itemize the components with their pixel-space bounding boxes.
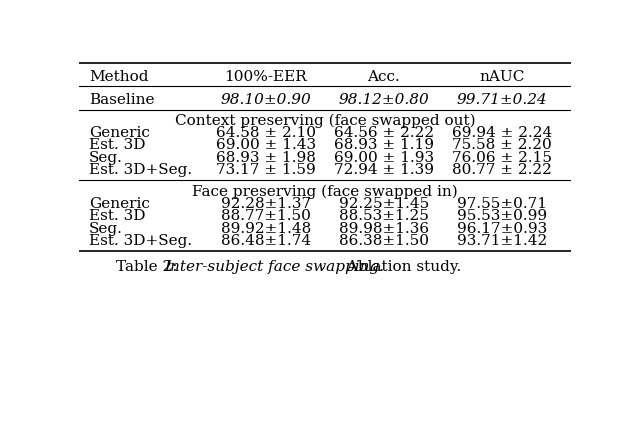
Text: Est. 3D+Seg.: Est. 3D+Seg. xyxy=(89,163,192,177)
Text: Seg.: Seg. xyxy=(89,221,123,236)
Text: 99.71±0.24: 99.71±0.24 xyxy=(456,92,547,106)
Text: 88.53±1.25: 88.53±1.25 xyxy=(339,209,429,223)
Text: 64.56 ± 2.22: 64.56 ± 2.22 xyxy=(334,126,434,140)
Text: 64.58 ± 2.10: 64.58 ± 2.10 xyxy=(216,126,316,140)
Text: 98.10±0.90: 98.10±0.90 xyxy=(221,92,311,106)
Text: Seg.: Seg. xyxy=(89,151,123,164)
Text: 93.71±1.42: 93.71±1.42 xyxy=(456,234,547,248)
Text: Face preserving (face swapped in): Face preserving (face swapped in) xyxy=(192,185,458,199)
Text: 100%-EER: 100%-EER xyxy=(224,70,307,84)
Text: Est. 3D: Est. 3D xyxy=(89,209,146,223)
Text: 89.98±1.36: 89.98±1.36 xyxy=(339,221,429,236)
Text: 86.38±1.50: 86.38±1.50 xyxy=(339,234,429,248)
Text: 68.93 ± 1.19: 68.93 ± 1.19 xyxy=(334,138,434,152)
Text: 89.92±1.48: 89.92±1.48 xyxy=(221,221,311,236)
Text: Table 2:: Table 2: xyxy=(116,260,183,273)
Text: Est. 3D+Seg.: Est. 3D+Seg. xyxy=(89,234,192,248)
Text: 92.28±1.37: 92.28±1.37 xyxy=(221,197,311,211)
Text: Context preserving (face swapped out): Context preserving (face swapped out) xyxy=(174,114,476,128)
Text: 69.00 ± 1.43: 69.00 ± 1.43 xyxy=(216,138,316,152)
Text: 76.06 ± 2.15: 76.06 ± 2.15 xyxy=(452,151,552,164)
Text: 95.53±0.99: 95.53±0.99 xyxy=(456,209,547,223)
Text: Baseline: Baseline xyxy=(89,92,155,106)
Text: Inter-subject face swapping.: Inter-subject face swapping. xyxy=(164,260,384,273)
Text: Acc.: Acc. xyxy=(368,70,400,84)
Text: 72.94 ± 1.39: 72.94 ± 1.39 xyxy=(334,163,434,177)
Text: Generic: Generic xyxy=(89,126,150,140)
Text: 86.48±1.74: 86.48±1.74 xyxy=(221,234,311,248)
Text: 96.17±0.93: 96.17±0.93 xyxy=(456,221,547,236)
Text: Est. 3D: Est. 3D xyxy=(89,138,146,152)
Text: 80.77 ± 2.22: 80.77 ± 2.22 xyxy=(452,163,552,177)
Text: 98.12±0.80: 98.12±0.80 xyxy=(339,92,429,106)
Text: 68.93 ± 1.98: 68.93 ± 1.98 xyxy=(216,151,316,164)
Text: Generic: Generic xyxy=(89,197,150,211)
Text: 75.58 ± 2.20: 75.58 ± 2.20 xyxy=(452,138,552,152)
Text: 97.55±0.71: 97.55±0.71 xyxy=(457,197,547,211)
Text: Ablation study.: Ablation study. xyxy=(342,260,462,273)
Text: 69.94 ± 2.24: 69.94 ± 2.24 xyxy=(451,126,552,140)
Text: 73.17 ± 1.59: 73.17 ± 1.59 xyxy=(216,163,316,177)
Text: Method: Method xyxy=(89,70,148,84)
Text: 92.25±1.45: 92.25±1.45 xyxy=(339,197,429,211)
Text: 69.00 ± 1.93: 69.00 ± 1.93 xyxy=(334,151,434,164)
Text: 88.77±1.50: 88.77±1.50 xyxy=(221,209,311,223)
Text: nAUC: nAUC xyxy=(479,70,524,84)
